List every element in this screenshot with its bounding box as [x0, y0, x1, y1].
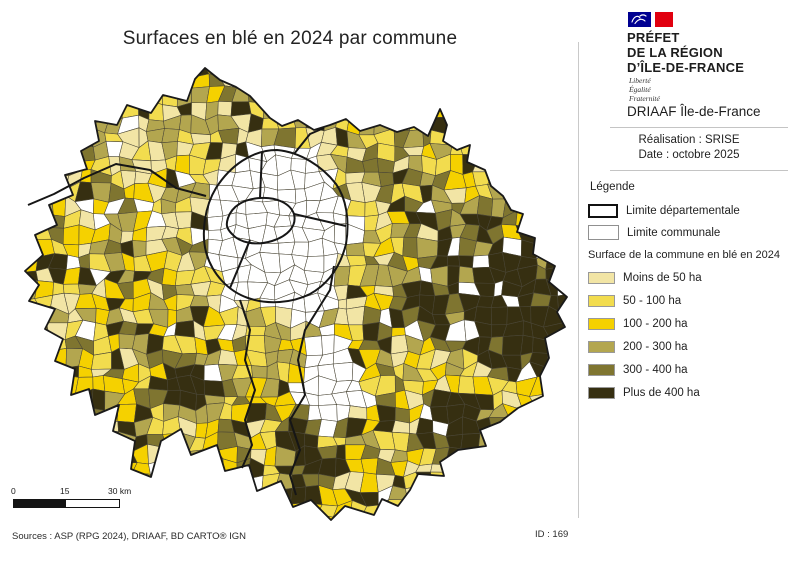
flag-red-block [655, 12, 673, 27]
legend-title: Légende [590, 181, 635, 193]
region-outline [24, 67, 568, 521]
legend-class-item: Moins de 50 ha [588, 266, 798, 289]
scale-tick-label: 30 km [108, 486, 132, 496]
panel-separator-line [578, 42, 579, 518]
flag-blue-block [628, 12, 651, 27]
scale-tick-label: 0 [11, 486, 16, 496]
page-title: Surfaces en blé en 2024 par commune [122, 28, 458, 49]
legend-class-label: 50 - 100 ha [623, 294, 682, 307]
legend-label: Limite communale [627, 226, 721, 239]
motto-line: Fraternité [629, 93, 660, 103]
legend-class-item: 200 - 300 ha [588, 335, 798, 358]
prefet-line: PRÉFET [627, 30, 680, 45]
legend-class-item: 50 - 100 ha [588, 289, 798, 312]
legend-class-swatch [588, 340, 615, 353]
legend-class-label: Moins de 50 ha [623, 271, 702, 284]
org-name: DRIAAF Île-de-France [627, 104, 761, 119]
legend-class-swatch [588, 386, 615, 399]
scale-bar-filled-segment [14, 500, 66, 507]
commune-cells [25, 68, 567, 520]
legend-item-departement-boundary: Limite départementale [588, 199, 740, 222]
departement-boundary-swatch [588, 203, 618, 218]
french-government-logo [628, 12, 673, 27]
legend-class-swatch [588, 294, 615, 307]
motto-line: Liberté [629, 76, 651, 85]
legend-label: Limite départementale [626, 204, 740, 217]
prefet-line: DE LA RÉGION [627, 45, 723, 60]
divider [610, 170, 788, 171]
realisation-text: Réalisation : SRISE [638, 134, 740, 146]
scale-bar-rule [13, 499, 120, 508]
scale-tick-label: 15 [60, 486, 70, 496]
legend-class-label: 100 - 200 ha [623, 317, 688, 330]
scale-bar-empty-segment [66, 500, 119, 507]
marianne-icon [631, 14, 647, 25]
legend-class-swatch [588, 363, 615, 376]
legend-choropleth-title: Surface de la commune en blé en 2024 [588, 249, 781, 261]
prefet-line: D’ÎLE-DE-FRANCE [627, 60, 745, 75]
legend-class-item: Plus de 400 ha [588, 381, 798, 404]
scale-bar: 0 15 30 km [11, 486, 133, 508]
legend-class-label: Plus de 400 ha [623, 386, 700, 399]
republic-motto: Liberté Égalité Fraternité [629, 76, 660, 103]
legend-class-label: 300 - 400 ha [623, 363, 688, 376]
map-id-text: ID : 169 [535, 529, 569, 540]
legend-class-item: 300 - 400 ha [588, 358, 798, 381]
date-text: Date : octobre 2025 [638, 149, 740, 161]
legend-item-commune-boundary: Limite communale [588, 221, 720, 244]
legend-class-swatch [588, 271, 615, 284]
motto-line: Égalité [629, 84, 651, 94]
divider [610, 127, 788, 128]
sources-text: Sources : ASP (RPG 2024), DRIAAF, BD CAR… [12, 531, 247, 542]
legend-class-swatch [588, 317, 615, 330]
prefet-wordmark: PRÉFET DE LA RÉGION D’ÎLE-DE-FRANCE [627, 30, 744, 75]
flag-gap [651, 12, 655, 27]
legend-classes-list: Moins de 50 ha 50 - 100 ha 100 - 200 ha 200… [588, 266, 798, 404]
credits-block: Réalisation : SRISE Date : octobre 2025 [594, 133, 784, 163]
legend-class-label: 200 - 300 ha [623, 340, 688, 353]
right-panel: PRÉFET DE LA RÉGION D’ÎLE-DE-FRANCE Libe… [579, 0, 800, 566]
commune-boundary-swatch [588, 225, 619, 240]
departement-boundaries [27, 127, 349, 496]
legend-class-item: 100 - 200 ha [588, 312, 798, 335]
